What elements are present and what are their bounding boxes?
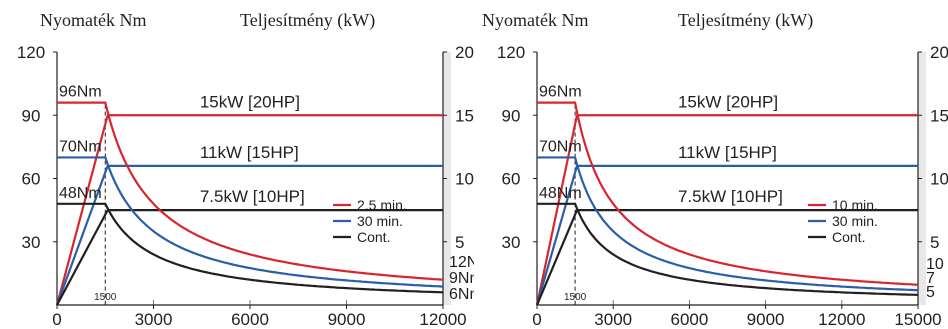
power-ramp-red — [55, 114, 109, 306]
chart-1-plot-bg — [57, 52, 443, 305]
y-left-tick-label: 30 — [22, 233, 41, 252]
power-ramp-black — [56, 209, 109, 306]
x-tick-label: 3000 — [594, 310, 632, 329]
y-left-tick-label: 120 — [17, 43, 45, 62]
y-left-tick-label: 60 — [22, 170, 41, 189]
torque-label: 96Nm — [539, 84, 582, 101]
y-right-tick-label: 10 — [930, 170, 948, 189]
right-edge-label: 7 — [926, 270, 935, 287]
torque-label: 48Nm — [539, 185, 582, 202]
y-left-tick-label: 90 — [22, 106, 41, 125]
torque-label: 48Nm — [59, 185, 102, 202]
power-ramp-blue — [535, 165, 579, 306]
x-tick-label: 15000 — [894, 310, 941, 329]
power-ramp-blue — [55, 165, 109, 306]
base-speed-label: 1500 — [564, 292, 587, 303]
chart-2-series — [535, 101, 919, 306]
y-left-tick-label: 30 — [502, 233, 521, 252]
chart-2-axes — [533, 51, 922, 309]
y-right-tick-label: 20 — [930, 43, 948, 62]
power-line-label: 7.5kW [10HP] — [678, 187, 783, 206]
chart-2-labels: 0 3000 6000 9000 12000 15000 30 60 90 120 5 10 15 20 1… — [497, 43, 948, 329]
power-ramp-red — [535, 115, 579, 306]
torque-curve-red — [57, 101, 444, 281]
torque-curve-blue — [537, 156, 919, 292]
chart-2-plot-bg — [537, 52, 918, 305]
torque-curve-red — [537, 101, 919, 286]
y-right-tick-label: 5 — [930, 233, 939, 252]
x-tick-label: 0 — [532, 310, 541, 329]
chart-1: Nyomaték Nm Teljesítmény (kW) 0 3000 6000 9… — [16, 10, 492, 329]
x-tick-label: 6000 — [231, 310, 269, 329]
y-right-tick-label: 20 — [455, 43, 474, 62]
legend-label: Cont. — [357, 229, 390, 245]
power-line-label: 15kW [20HP] — [200, 92, 300, 111]
legend-label: 10 min. — [832, 197, 878, 213]
base-speed-label: 1500 — [94, 292, 117, 303]
right-edge-label: 10 — [926, 256, 944, 273]
right-edge-label: 5 — [926, 284, 935, 301]
legend-label: 2.5 min. — [357, 197, 407, 213]
power-line-label: 11kW [15HP] — [678, 143, 777, 162]
chart-1-series — [55, 101, 444, 306]
legend-label: 30 min. — [357, 213, 403, 229]
power-ramp-black — [535, 209, 579, 306]
legend-label: Cont. — [832, 229, 865, 245]
chart-1-left-title: Nyomaték Nm — [40, 10, 146, 30]
torque-label: 70Nm — [59, 138, 102, 155]
y-left-tick-label: 120 — [497, 43, 525, 62]
x-tick-label: 3000 — [135, 310, 173, 329]
chart-2-right-title: Teljesítmény (kW) — [678, 10, 813, 31]
y-right-tick-label: 15 — [455, 106, 474, 125]
chart-1-axes — [53, 51, 447, 309]
y-right-tick-label: 10 — [455, 170, 474, 189]
legend-label: 30 min. — [832, 213, 878, 229]
power-line-label: 11kW [15HP] — [200, 143, 299, 162]
chart-2-left-title: Nyomaték Nm — [482, 10, 588, 30]
torque-curve-blue — [57, 156, 444, 288]
torque-label: 70Nm — [539, 138, 582, 155]
x-tick-label: 0 — [52, 310, 61, 329]
x-tick-label: 6000 — [670, 310, 708, 329]
power-line-label: 7.5kW [10HP] — [200, 187, 305, 206]
torque-curve-black — [57, 202, 444, 294]
x-tick-label: 9000 — [747, 310, 785, 329]
x-tick-label: 12000 — [419, 310, 466, 329]
y-right-tick-label: 5 — [455, 233, 464, 252]
power-line-label: 15kW [20HP] — [678, 92, 778, 111]
chart-1-right-title: Teljesítmény (kW) — [240, 10, 375, 31]
y-right-tick-label: 15 — [930, 106, 948, 125]
y-left-tick-label: 90 — [502, 106, 521, 125]
x-tick-label: 9000 — [328, 310, 366, 329]
y-left-tick-label: 60 — [502, 170, 521, 189]
x-tick-label: 12000 — [818, 310, 865, 329]
torque-curve-black — [537, 202, 919, 296]
torque-label: 96Nm — [59, 84, 102, 101]
chart-2: Nyomaték Nm Teljesítmény (kW) 0 3000 6000 9… — [474, 0, 948, 329]
